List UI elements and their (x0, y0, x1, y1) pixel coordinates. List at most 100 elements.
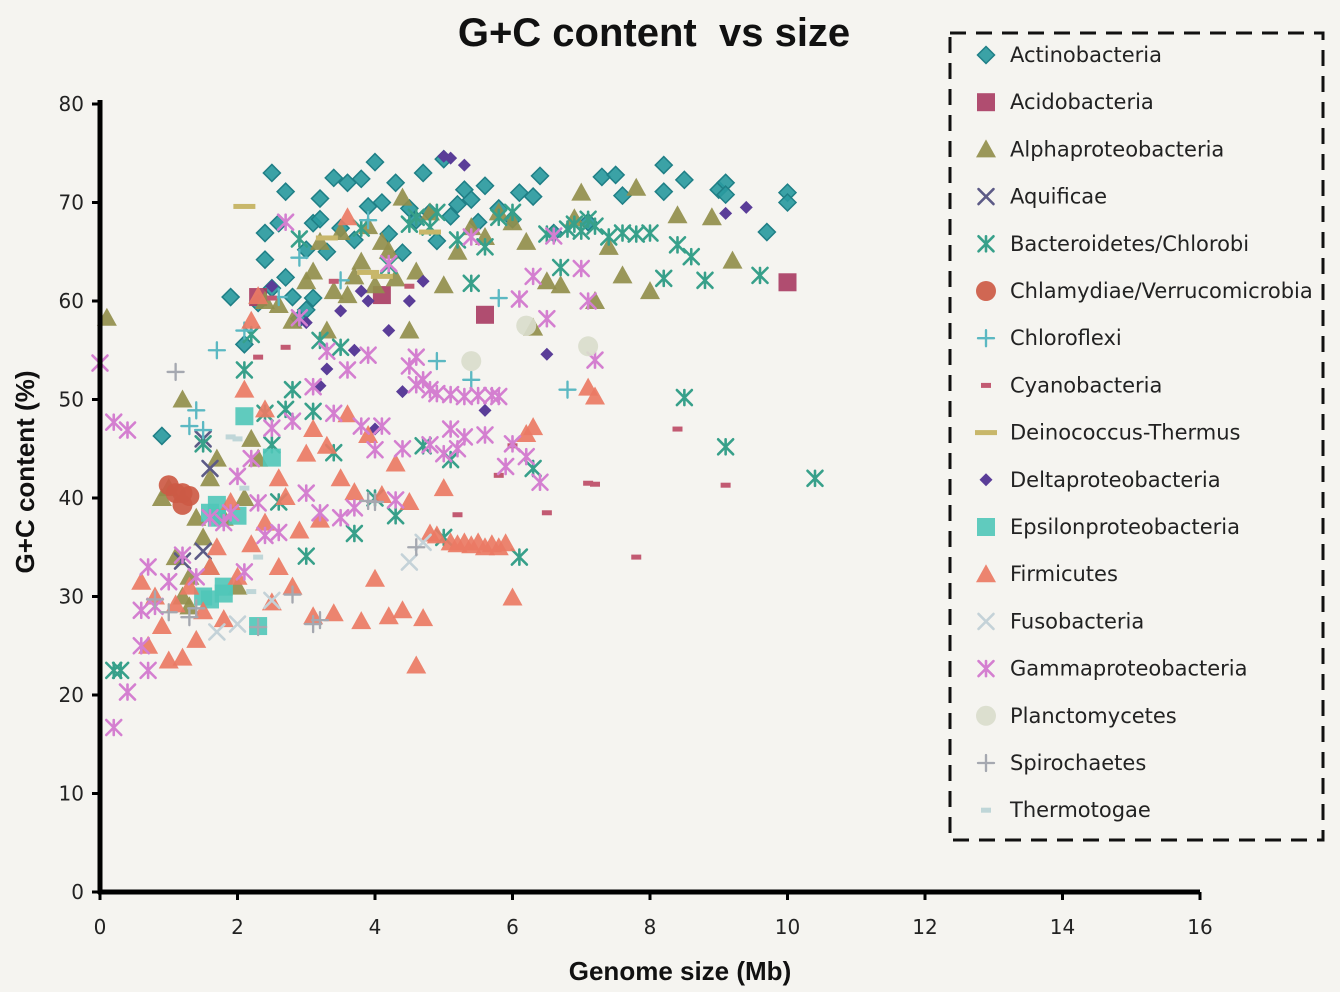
point-actinobacteria-56 (757, 222, 777, 242)
series-gammaproteobacteria (91, 213, 604, 737)
legend-item-chloroflexi: Chloroflexi (976, 326, 1122, 350)
point-actinobacteria-0 (152, 426, 172, 446)
point-firmicutes-63 (268, 468, 289, 487)
point-firmicutes-3 (151, 616, 172, 635)
point-actinobacteria-37 (461, 189, 481, 210)
point-firmicutes-29 (330, 468, 351, 487)
legend-item-thermotogae: Thermotogae (981, 798, 1151, 822)
point-actinobacteria-48 (606, 165, 626, 185)
series-firmicutes (131, 207, 605, 674)
legend-marker-cyanobacteria (981, 382, 991, 388)
point-gammaproteobacteria-51 (469, 386, 487, 405)
point-gammaproteobacteria-18 (242, 449, 261, 468)
legend-item-fusobacteria: Fusobacteria (977, 609, 1144, 633)
legend-label-gammaproteobacteria: Gammaproteobacteria (1010, 657, 1248, 681)
point-deltaproteobacteria-13 (457, 158, 471, 172)
point-firmicutes-41 (413, 608, 434, 627)
point-deltaproteobacteria-9 (402, 294, 416, 308)
point-alphaproteobacteria-22 (303, 261, 324, 280)
y-tick-label: 70 (59, 191, 84, 215)
point-actinobacteria-39 (475, 176, 495, 196)
series-chlamydiae-verrucomicrobia (158, 475, 200, 515)
point-gammaproteobacteria-27 (304, 377, 322, 396)
point-spirochaetes-10 (365, 492, 385, 512)
y-tick-label: 0 (71, 880, 84, 904)
y-tick-label: 40 (59, 486, 84, 510)
point-gammaproteobacteria-25 (290, 308, 309, 327)
point-fusobacteria-2 (400, 553, 419, 571)
legend-frame (948, 31, 1325, 842)
point-firmicutes-38 (392, 600, 413, 619)
point-alphaproteobacteria-48 (550, 275, 571, 294)
point-alphaproteobacteria-37 (406, 261, 427, 280)
y-tick-label: 30 (59, 585, 84, 609)
point-firmicutes-35 (371, 485, 392, 504)
point-bacteroidetes-chlorobi-30 (476, 238, 494, 256)
series-planctomycetes (461, 315, 599, 372)
point-thermotogae-4 (253, 554, 264, 560)
legend-item-spirochaetes: Spirochaetes (976, 751, 1146, 775)
point-gammaproteobacteria-20 (256, 526, 274, 545)
point-deltaproteobacteria-5 (354, 284, 368, 298)
legend-label-chlamydiae-verrucomicrobia: Chlamydiae/Verrucomicrobia (1010, 279, 1313, 303)
point-aquificae-2 (201, 459, 219, 478)
legend-label-actinobacteria: Actinobacteria (1010, 43, 1162, 67)
point-spirochaetes-8 (310, 610, 330, 630)
point-chloroflexi-1 (187, 401, 206, 420)
point-alphaproteobacteria-11 (200, 468, 220, 487)
point-gammaproteobacteria-32 (338, 361, 357, 379)
point-gammaproteobacteria-45 (428, 384, 446, 403)
point-alphaproteobacteria-24 (316, 320, 337, 339)
point-cyanobacteria-1 (266, 295, 277, 301)
point-firmicutes-10 (200, 556, 220, 575)
point-actinobacteria-23 (365, 152, 385, 172)
point-deltaproteobacteria-12 (444, 151, 458, 165)
point-alphaproteobacteria-25 (323, 281, 344, 300)
point-firmicutes-59 (337, 207, 358, 226)
y-tick-label: 10 (59, 782, 84, 806)
point-firmicutes-5 (165, 594, 186, 613)
legend-label-fusobacteria: Fusobacteria (1010, 609, 1144, 633)
point-firmicutes-58 (585, 386, 605, 405)
legend-marker-chloroflexi (976, 329, 996, 348)
point-firmicutes-8 (186, 629, 207, 648)
point-alphaproteobacteria-39 (433, 275, 454, 294)
legend-label-thermotogae: Thermotogae (1009, 798, 1151, 822)
point-cyanobacteria-0 (253, 354, 264, 360)
point-alphaproteobacteria-6 (179, 596, 200, 615)
point-bacteroidetes-chlorobi-42 (627, 225, 646, 243)
point-spirochaetes-5 (248, 617, 268, 637)
legend-label-deinococcus-thermus: Deinococcus-Thermus (1010, 421, 1241, 445)
point-gammaproteobacteria-55 (496, 457, 515, 476)
point-firmicutes-43 (426, 525, 447, 544)
point-gammaproteobacteria-16 (228, 467, 247, 486)
point-actinobacteria-17 (324, 168, 344, 188)
point-gammaproteobacteria-23 (276, 213, 295, 231)
series-thermotogae (225, 434, 264, 595)
legend-label-firmicutes: Firmicutes (1010, 562, 1118, 586)
point-thermotogae-3 (246, 589, 257, 595)
series-deinococcus-thermus (233, 203, 441, 279)
point-firmicutes-54 (502, 587, 523, 606)
point-deltaproteobacteria-8 (382, 324, 396, 338)
point-chloroflexi-0 (180, 416, 199, 436)
data-points (91, 149, 824, 737)
point-firmicutes-4 (158, 650, 179, 669)
point-spirochaetes-3 (187, 599, 206, 618)
x-tick-label: 4 (369, 915, 382, 939)
point-actinobacteria-35 (447, 194, 468, 215)
point-firmicutes-32 (351, 611, 372, 630)
point-actinobacteria-1 (221, 287, 241, 307)
x-tick-label: 12 (912, 915, 937, 939)
point-gammaproteobacteria-31 (331, 508, 350, 527)
point-firmicutes-21 (275, 487, 296, 506)
point-deltaproteobacteria-19 (320, 362, 334, 376)
point-bacteroidetes-chlorobi-28 (448, 231, 467, 249)
point-bacteroidetes-chlorobi-52 (579, 210, 597, 229)
point-actinobacteria-60 (276, 267, 296, 287)
point-bacteroidetes-chlorobi-45 (668, 236, 687, 254)
point-firmicutes-53 (495, 533, 516, 552)
point-bacteroidetes-chlorobi-40 (599, 228, 618, 246)
point-cyanobacteria-12 (672, 426, 683, 432)
point-bacteroidetes-chlorobi-49 (716, 437, 735, 456)
